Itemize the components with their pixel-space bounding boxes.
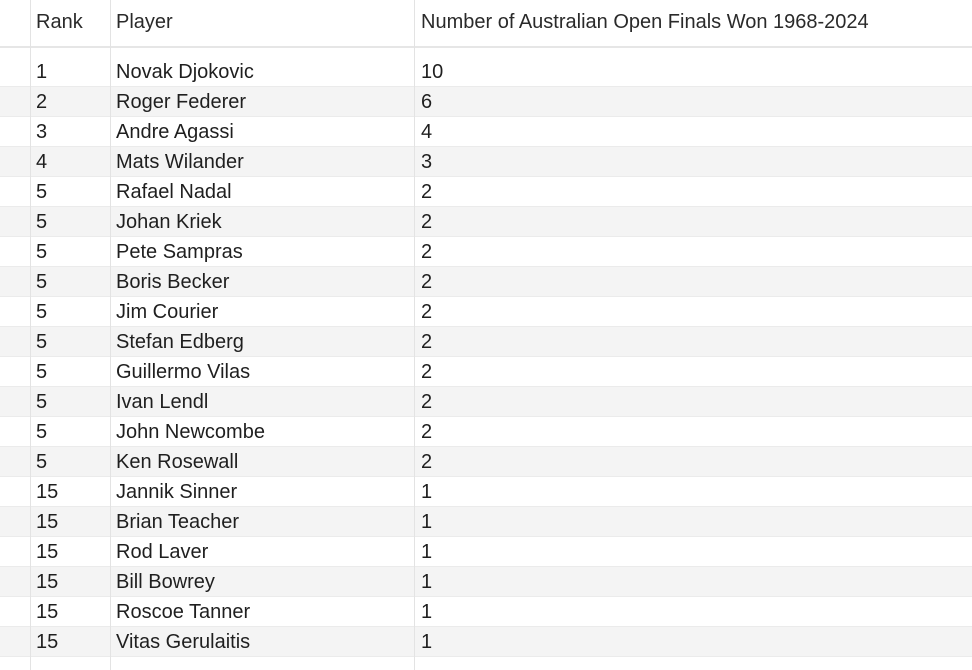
cell-player[interactable]: Roger Federer <box>116 91 247 113</box>
table-row[interactable]: 5 Ivan Lendl 2 <box>0 387 972 417</box>
cell-finals-won[interactable]: 2 <box>421 361 433 383</box>
column-divider <box>110 0 111 670</box>
cell-finals-won[interactable]: 2 <box>421 181 433 203</box>
cell-rank[interactable]: 5 <box>36 391 48 413</box>
cell-rank[interactable]: 15 <box>36 571 59 593</box>
cell-player[interactable]: Jannik Sinner <box>116 481 238 503</box>
cell-player[interactable]: Guillermo Vilas <box>116 361 251 383</box>
cell-player[interactable]: Vitas Gerulaitis <box>116 631 251 653</box>
cell-player[interactable]: John Newcombe <box>116 421 265 443</box>
cell-finals-won[interactable]: 1 <box>421 541 433 563</box>
cell-finals-won[interactable]: 2 <box>421 421 433 443</box>
column-header-rank[interactable]: Rank <box>36 11 83 33</box>
table-row[interactable]: 15 Vitas Gerulaitis 1 <box>0 627 972 657</box>
cell-rank[interactable]: 5 <box>36 181 48 203</box>
cell-finals-won[interactable]: 3 <box>421 151 433 173</box>
cell-finals-won[interactable]: 1 <box>421 511 433 533</box>
cell-rank[interactable]: 15 <box>36 511 59 533</box>
cell-finals-won[interactable]: 10 <box>421 61 444 83</box>
cell-rank[interactable]: 15 <box>36 631 59 653</box>
table-row[interactable]: 5 Pete Sampras 2 <box>0 237 972 267</box>
cell-player[interactable]: Johan Kriek <box>116 211 222 233</box>
cell-finals-won[interactable]: 6 <box>421 91 433 113</box>
column-divider <box>30 0 31 670</box>
table-row[interactable]: 5 Stefan Edberg 2 <box>0 327 972 357</box>
cell-rank[interactable]: 5 <box>36 421 48 443</box>
cell-finals-won[interactable]: 2 <box>421 451 433 473</box>
cell-finals-won[interactable]: 1 <box>421 481 433 503</box>
cell-finals-won[interactable]: 2 <box>421 391 433 413</box>
table-row[interactable]: 15 Roscoe Tanner 1 <box>0 597 972 627</box>
table-row[interactable]: 5 Guillermo Vilas 2 <box>0 357 972 387</box>
cell-finals-won[interactable]: 2 <box>421 301 433 323</box>
table-row[interactable]: 5 Rafael Nadal 2 <box>0 177 972 207</box>
cell-finals-won[interactable]: 2 <box>421 331 433 353</box>
cell-player[interactable]: Stefan Edberg <box>116 331 244 353</box>
table-row[interactable]: 5 Jim Courier 2 <box>0 297 972 327</box>
cell-player[interactable]: Pete Sampras <box>116 241 243 263</box>
table-body: 1 Novak Djokovic 10 2 Roger Federer 6 3 Andre A… <box>0 57 972 657</box>
table-row[interactable]: 15 Jannik Sinner 1 <box>0 477 972 507</box>
cell-player[interactable]: Jim Courier <box>116 301 219 323</box>
cell-rank[interactable]: 5 <box>36 211 48 233</box>
table-row[interactable]: 5 Boris Becker 2 <box>0 267 972 297</box>
header-spacer <box>0 48 972 57</box>
cell-finals-won[interactable]: 2 <box>421 241 433 263</box>
cell-player[interactable]: Rafael Nadal <box>116 181 232 203</box>
cell-rank[interactable]: 3 <box>36 121 48 143</box>
cell-finals-won[interactable]: 2 <box>421 271 433 293</box>
cell-finals-won[interactable]: 1 <box>421 571 433 593</box>
column-header-finals-won[interactable]: Number of Australian Open Finals Won 196… <box>421 11 869 33</box>
empty-trailing-row <box>0 657 972 670</box>
table-row[interactable]: 15 Brian Teacher 1 <box>0 507 972 537</box>
cell-finals-won[interactable]: 1 <box>421 631 433 653</box>
cell-player[interactable]: Brian Teacher <box>116 511 240 533</box>
cell-rank[interactable]: 5 <box>36 361 48 383</box>
cell-player[interactable]: Boris Becker <box>116 271 230 293</box>
table-row[interactable]: 1 Novak Djokovic 10 <box>0 57 972 87</box>
cell-rank[interactable]: 15 <box>36 481 59 503</box>
cell-player[interactable]: Ivan Lendl <box>116 391 209 413</box>
cell-rank[interactable]: 5 <box>36 451 48 473</box>
cell-player[interactable]: Novak Djokovic <box>116 61 254 83</box>
column-header-player[interactable]: Player <box>116 11 173 33</box>
cell-rank[interactable]: 5 <box>36 301 48 323</box>
table-row[interactable]: 5 Johan Kriek 2 <box>0 207 972 237</box>
cell-rank[interactable]: 5 <box>36 271 48 293</box>
cell-rank[interactable]: 5 <box>36 241 48 263</box>
cell-rank[interactable]: 2 <box>36 91 48 113</box>
cell-player[interactable]: Roscoe Tanner <box>116 601 251 623</box>
cell-rank[interactable]: 1 <box>36 61 48 83</box>
table-row[interactable]: 3 Andre Agassi 4 <box>0 117 972 147</box>
table-row[interactable]: 15 Bill Bowrey 1 <box>0 567 972 597</box>
cell-player[interactable]: Bill Bowrey <box>116 571 215 593</box>
table-row[interactable]: 15 Rod Laver 1 <box>0 537 972 567</box>
table-header-row: Rank Player Number of Australian Open Fi… <box>0 0 972 48</box>
table-row[interactable]: 5 John Newcombe 2 <box>0 417 972 447</box>
cell-player[interactable]: Ken Rosewall <box>116 451 239 473</box>
table-row[interactable]: 2 Roger Federer 6 <box>0 87 972 117</box>
cell-rank[interactable]: 4 <box>36 151 48 173</box>
cell-finals-won[interactable]: 4 <box>421 121 433 143</box>
column-divider <box>414 0 415 670</box>
cell-finals-won[interactable]: 1 <box>421 601 433 623</box>
cell-rank[interactable]: 5 <box>36 331 48 353</box>
cell-player[interactable]: Mats Wilander <box>116 151 244 173</box>
cell-rank[interactable]: 15 <box>36 541 59 563</box>
cell-player[interactable]: Andre Agassi <box>116 121 234 143</box>
cell-rank[interactable]: 15 <box>36 601 59 623</box>
cell-player[interactable]: Rod Laver <box>116 541 209 563</box>
cell-finals-won[interactable]: 2 <box>421 211 433 233</box>
table-row[interactable]: 5 Ken Rosewall 2 <box>0 447 972 477</box>
table-row[interactable]: 4 Mats Wilander 3 <box>0 147 972 177</box>
